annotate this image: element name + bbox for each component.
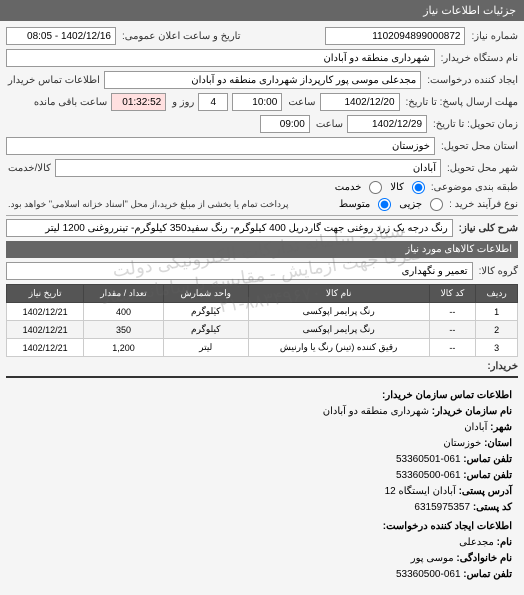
group-label: گروه کالا:: [477, 266, 518, 277]
cell-date: 1402/12/21: [7, 321, 84, 339]
c-rphone-label: تلفن تماس:: [463, 569, 512, 580]
c-address: آبادان ایستگاه 12: [385, 486, 456, 497]
days-remain-label: روز و: [170, 97, 194, 108]
deadline-time-label: ساعت: [286, 97, 315, 108]
remain-time-input: 01:32:52: [111, 93, 166, 111]
cell-row: 3: [476, 339, 518, 357]
deadline-time-input[interactable]: 10:00: [232, 93, 282, 111]
days-remain-input: 4: [198, 93, 228, 111]
pkg-label: طبقه بندی موضوعی:: [429, 182, 518, 193]
cell-unit: لیتر: [163, 339, 248, 357]
c-province-label: استان:: [484, 438, 512, 449]
city-label: شهر محل تحویل:: [445, 163, 518, 174]
c-city-label: شهر:: [490, 422, 512, 433]
request-number-label: شماره نیاز:: [469, 31, 518, 42]
desc-input[interactable]: رنگ درجه یک زرد روغنی جهت گاردریل 400 کی…: [6, 219, 453, 237]
table-row[interactable]: 1--رنگ پرایمر اپوکسیکیلوگرم4001402/12/21: [7, 303, 518, 321]
public-datetime-label: تاریخ و ساعت اعلان عمومی:: [120, 31, 241, 42]
c-org: شهرداری منطقه دو آبادان: [323, 406, 429, 417]
cell-unit: کیلوگرم: [163, 303, 248, 321]
radio-service[interactable]: [369, 181, 382, 194]
goods-table: ردیف کد کالا نام کالا واحد شمارش تعداد /…: [6, 284, 518, 357]
radio-goods[interactable]: [412, 181, 425, 194]
remain-suffix: ساعت باقی مانده: [32, 97, 107, 108]
th-qty: تعداد / مقدار: [84, 285, 163, 303]
th-name: نام کالا: [248, 285, 429, 303]
c-postal-label: کد پستی:: [473, 502, 512, 513]
c-lname: موسی پور: [411, 553, 454, 564]
requester-title: اطلاعات ایجاد کننده درخواست:: [12, 519, 512, 535]
cell-name: رقیق کننده (تینر) رنگ یا وارنیش: [248, 339, 429, 357]
cell-qty: 350: [84, 321, 163, 339]
radio-partial[interactable]: [430, 198, 443, 211]
delivery-label: زمان تحویل: تا تاریخ:: [431, 119, 518, 130]
delivery-time-input[interactable]: 09:00: [260, 115, 310, 133]
radio-partial-label: جزیی: [399, 199, 422, 210]
cell-name: رنگ پرایمر اپوکسی: [248, 303, 429, 321]
cell-row: 2: [476, 321, 518, 339]
c-org-label: نام سازمان خریدار:: [432, 406, 512, 417]
unit-label: کالا/خدمت: [6, 163, 51, 174]
cell-qty: 400: [84, 303, 163, 321]
radio-medium[interactable]: [378, 198, 391, 211]
c-phone: 061-53360501: [396, 454, 461, 465]
c-postal: 6315975357: [414, 502, 470, 513]
form-area: شماره نیاز: 1102094899000872 تاریخ و ساع…: [0, 21, 524, 595]
province-label: استان محل تحویل:: [439, 141, 518, 152]
cell-unit: کیلوگرم: [163, 321, 248, 339]
requester-label: ایجاد کننده درخواست:: [425, 75, 518, 86]
c-lname-label: نام خانوادگی:: [456, 553, 512, 564]
c-city: آبادان: [464, 422, 487, 433]
header-bar: جزئیات اطلاعات نیاز: [0, 0, 524, 21]
cell-code: --: [429, 321, 476, 339]
delivery-date-input[interactable]: 1402/12/29: [347, 115, 427, 133]
table-row[interactable]: 2--رنگ پرایمر اپوکسیکیلوگرم3501402/12/21: [7, 321, 518, 339]
province-input[interactable]: خوزستان: [6, 137, 435, 155]
radio-service-label: خدمت: [335, 182, 362, 193]
th-date: تاریخ نیاز: [7, 285, 84, 303]
c-fax-label: تلفن تماس:: [463, 470, 512, 481]
header-title: جزئیات اطلاعات نیاز: [423, 5, 516, 17]
buyer-org-label: نام دستگاه خریدار:: [439, 53, 518, 64]
c-fname-label: نام:: [497, 537, 512, 548]
type-label: نوع فرآیند خرید :: [447, 199, 518, 210]
request-number-input[interactable]: 1102094899000872: [325, 27, 465, 45]
c-fname: مجدعلی: [459, 537, 494, 548]
cell-name: رنگ پرایمر اپوکسی: [248, 321, 429, 339]
requester-input[interactable]: مجدعلی موسی پور کارپرداز شهرداری منطقه د…: [104, 71, 421, 89]
public-datetime-input[interactable]: 1402/12/16 - 08:05: [6, 27, 116, 45]
cell-code: --: [429, 339, 476, 357]
radio-medium-label: متوسط: [339, 199, 370, 210]
cell-qty: 1,200: [84, 339, 163, 357]
deadline-date-input[interactable]: 1402/12/20: [320, 93, 400, 111]
buyer-org-input[interactable]: شهرداری منطقه دو آبادان: [6, 49, 435, 67]
cell-code: --: [429, 303, 476, 321]
radio-goods-label: کالا: [390, 182, 404, 193]
c-rphone: 061-53360500: [396, 569, 461, 580]
buyer-label: خریدار:: [485, 361, 518, 372]
city-input[interactable]: آبادان: [55, 159, 441, 177]
c-fax: 061-53360500: [396, 470, 461, 481]
deadline-label: مهلت ارسال پاسخ: تا تاریخ:: [404, 97, 518, 108]
th-code: کد کالا: [429, 285, 476, 303]
c-phone-label: تلفن تماس:: [463, 454, 512, 465]
th-unit: واحد شمارش: [163, 285, 248, 303]
desc-label: شرح کلی نیاز:: [457, 223, 518, 234]
cell-date: 1402/12/21: [7, 339, 84, 357]
contact-title: اطلاعات تماس سازمان خریدار:: [12, 388, 512, 404]
delivery-time-label: ساعت: [314, 119, 343, 130]
c-province: خوزستان: [443, 438, 481, 449]
contact-section: اطلاعات تماس سازمان خریدار: نام سازمان خ…: [6, 382, 518, 589]
group-input[interactable]: تعمیر و نگهداری: [6, 262, 473, 280]
c-address-label: آدرس پستی:: [459, 486, 512, 497]
th-row: ردیف: [476, 285, 518, 303]
goods-section-header: اطلاعات کالاهای مورد نیاز: [6, 241, 518, 258]
payment-note: پرداخت تمام یا بخشی از مبلغ خرید،از محل …: [6, 199, 288, 210]
cell-date: 1402/12/21: [7, 303, 84, 321]
contact-info-label: اطلاعات تماس خریدار: [6, 75, 100, 86]
table-row[interactable]: 3--رقیق کننده (تینر) رنگ یا وارنیشلیتر1,…: [7, 339, 518, 357]
cell-row: 1: [476, 303, 518, 321]
